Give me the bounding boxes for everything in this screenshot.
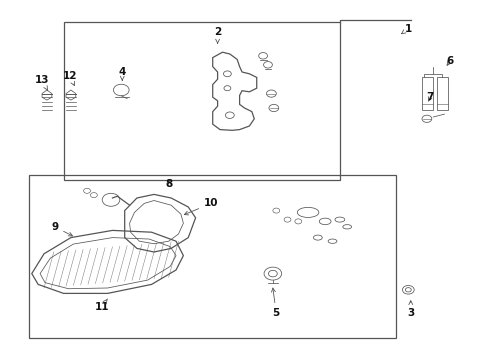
Bar	[421, 77, 432, 110]
Text: 1: 1	[401, 24, 411, 34]
Text: 6: 6	[446, 56, 452, 66]
Bar	[436, 77, 447, 110]
Text: 12: 12	[62, 71, 77, 86]
Text: 9: 9	[51, 222, 72, 236]
Text: 10: 10	[184, 198, 218, 215]
Text: 13: 13	[34, 75, 49, 90]
Text: 4: 4	[118, 67, 126, 80]
Text: 5: 5	[271, 288, 279, 318]
Text: 11: 11	[94, 299, 109, 312]
Bar	[29, 175, 395, 338]
Bar	[63, 22, 339, 180]
Text: 2: 2	[214, 27, 221, 43]
Text: 3: 3	[407, 301, 413, 318]
Text: 8: 8	[165, 179, 172, 189]
Text: 7: 7	[426, 92, 433, 102]
